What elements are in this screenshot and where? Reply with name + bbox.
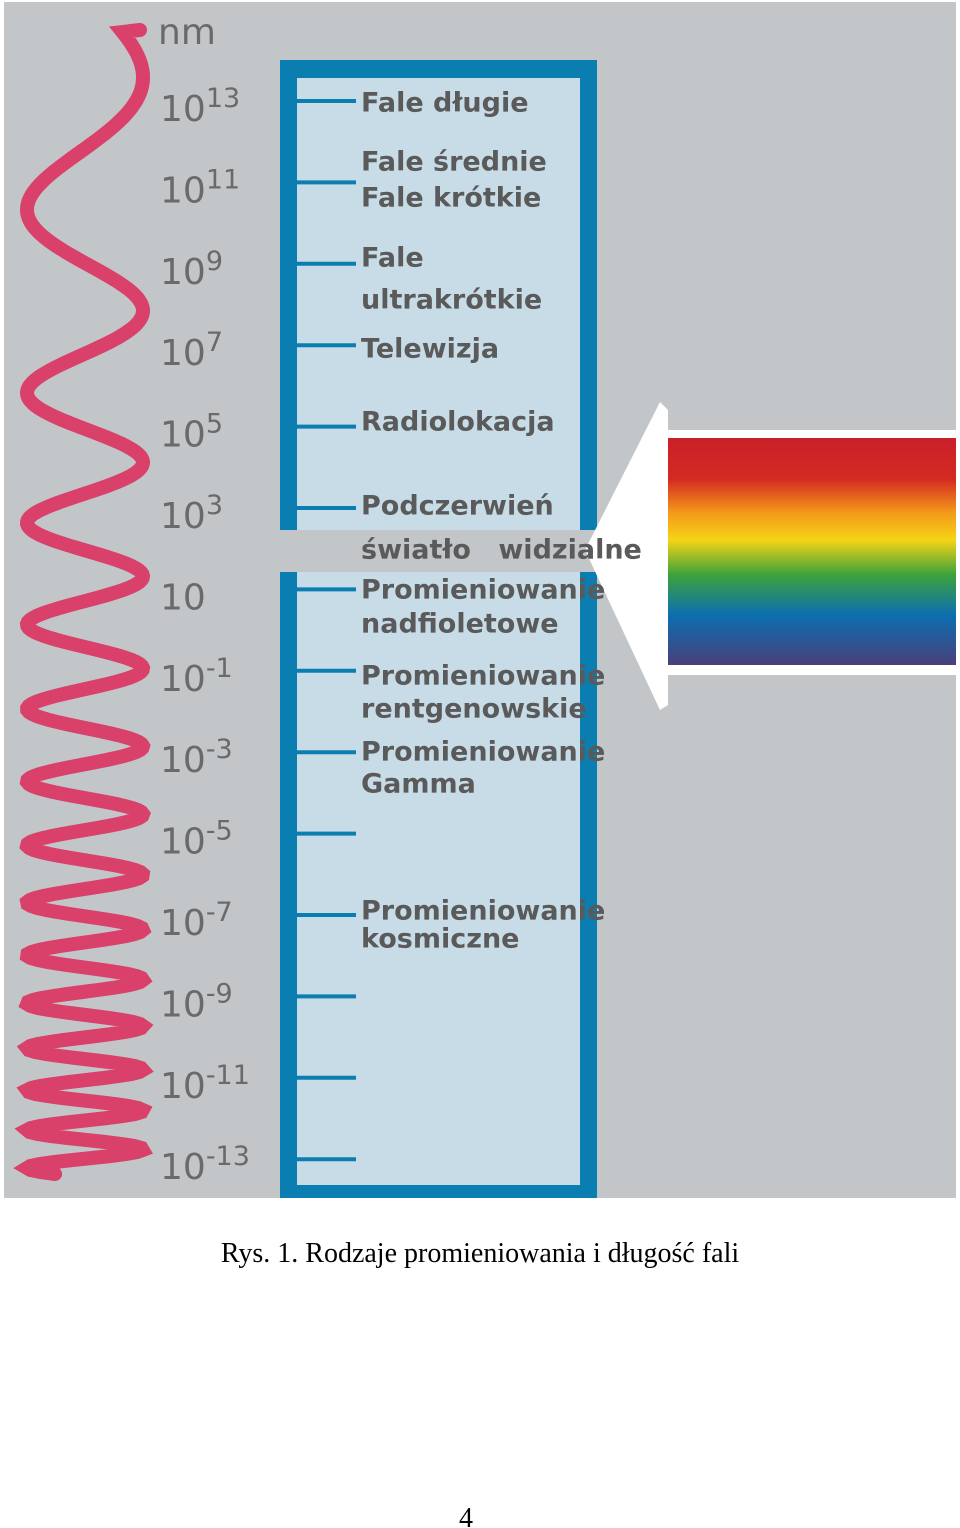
scale-label: 1011 — [160, 164, 240, 212]
band-label: Promieniowanie — [361, 737, 605, 768]
band-label: Promieniowanie — [361, 575, 605, 606]
band-label: rentgenowskie — [361, 694, 587, 725]
scale-exponent: -11 — [206, 1059, 250, 1090]
scale-base: 10 — [160, 903, 206, 944]
scale-label: 109 — [160, 245, 223, 293]
band-label: światło widzialne — [361, 535, 642, 566]
scale-base: 10 — [160, 333, 206, 374]
scale-exponent: 9 — [206, 245, 223, 276]
scale-base: 10 — [160, 170, 206, 211]
scale-base: 10 — [160, 577, 206, 618]
scale-label: 10-3 — [160, 734, 233, 782]
scale-base: 10 — [160, 252, 206, 293]
scale-label: 1013 — [160, 83, 240, 131]
scale-base: 10 — [160, 1066, 206, 1107]
scale-exponent: -13 — [206, 1141, 250, 1172]
visible-spectrum — [668, 438, 956, 665]
band-label: Podczerwień — [361, 491, 554, 522]
scale-exponent: -1 — [206, 652, 233, 683]
scale-base: 10 — [160, 1147, 206, 1188]
band-label: Promieniowanie — [361, 661, 605, 692]
band-label: Fale — [361, 243, 424, 274]
scale-exponent: -5 — [206, 815, 233, 846]
scale-label: 103 — [160, 490, 223, 538]
scale-base: 10 — [160, 415, 206, 456]
visible-band — [280, 530, 640, 572]
scale-exponent: -3 — [206, 734, 233, 765]
wave — [13, 23, 154, 1181]
unit-label: nm — [158, 12, 216, 53]
scale-label: 10-13 — [160, 1141, 250, 1189]
scale-base: 10 — [160, 89, 206, 130]
scale-exponent: 11 — [206, 164, 240, 195]
scale-base: 10 — [160, 822, 206, 863]
scale-label: 10-9 — [160, 978, 233, 1026]
scale-exponent: -7 — [206, 897, 233, 928]
band-label: Gamma — [361, 769, 476, 800]
band-label: Fale średnie — [361, 147, 547, 178]
scale-exponent: 7 — [206, 327, 223, 358]
page-number: 4 — [459, 1503, 473, 1528]
scale-label: 107 — [160, 327, 223, 375]
scale-exponent: 13 — [206, 83, 240, 114]
caption: Rys. 1. Rodzaje promieniowania i długość… — [221, 1238, 740, 1269]
scale-label: 10-11 — [160, 1059, 250, 1107]
band-label: nadfioletowe — [361, 609, 559, 640]
band-label: ultrakrótkie — [361, 285, 542, 316]
scale-base: 10 — [160, 496, 206, 537]
band-label: Radiolokacja — [361, 407, 555, 438]
scale-base: 10 — [160, 740, 206, 781]
scale-exponent: 3 — [206, 490, 223, 521]
scale-label: 10-1 — [160, 652, 233, 700]
scale-label: 10-7 — [160, 897, 233, 945]
band-label: Fale krótkie — [361, 183, 541, 214]
band-label: Telewizja — [361, 334, 499, 365]
band-label: Promieniowanie — [361, 896, 605, 927]
band-label: kosmiczne — [361, 924, 520, 955]
scale-exponent: -9 — [206, 978, 233, 1009]
scale-label: 10-5 — [160, 815, 233, 863]
band-label: Fale długie — [361, 88, 529, 119]
scale-label: 10 — [160, 577, 206, 618]
scale-label: 105 — [160, 408, 223, 456]
scale-base: 10 — [160, 659, 206, 700]
scale-base: 10 — [160, 984, 206, 1025]
scale-exponent: 5 — [206, 408, 223, 439]
